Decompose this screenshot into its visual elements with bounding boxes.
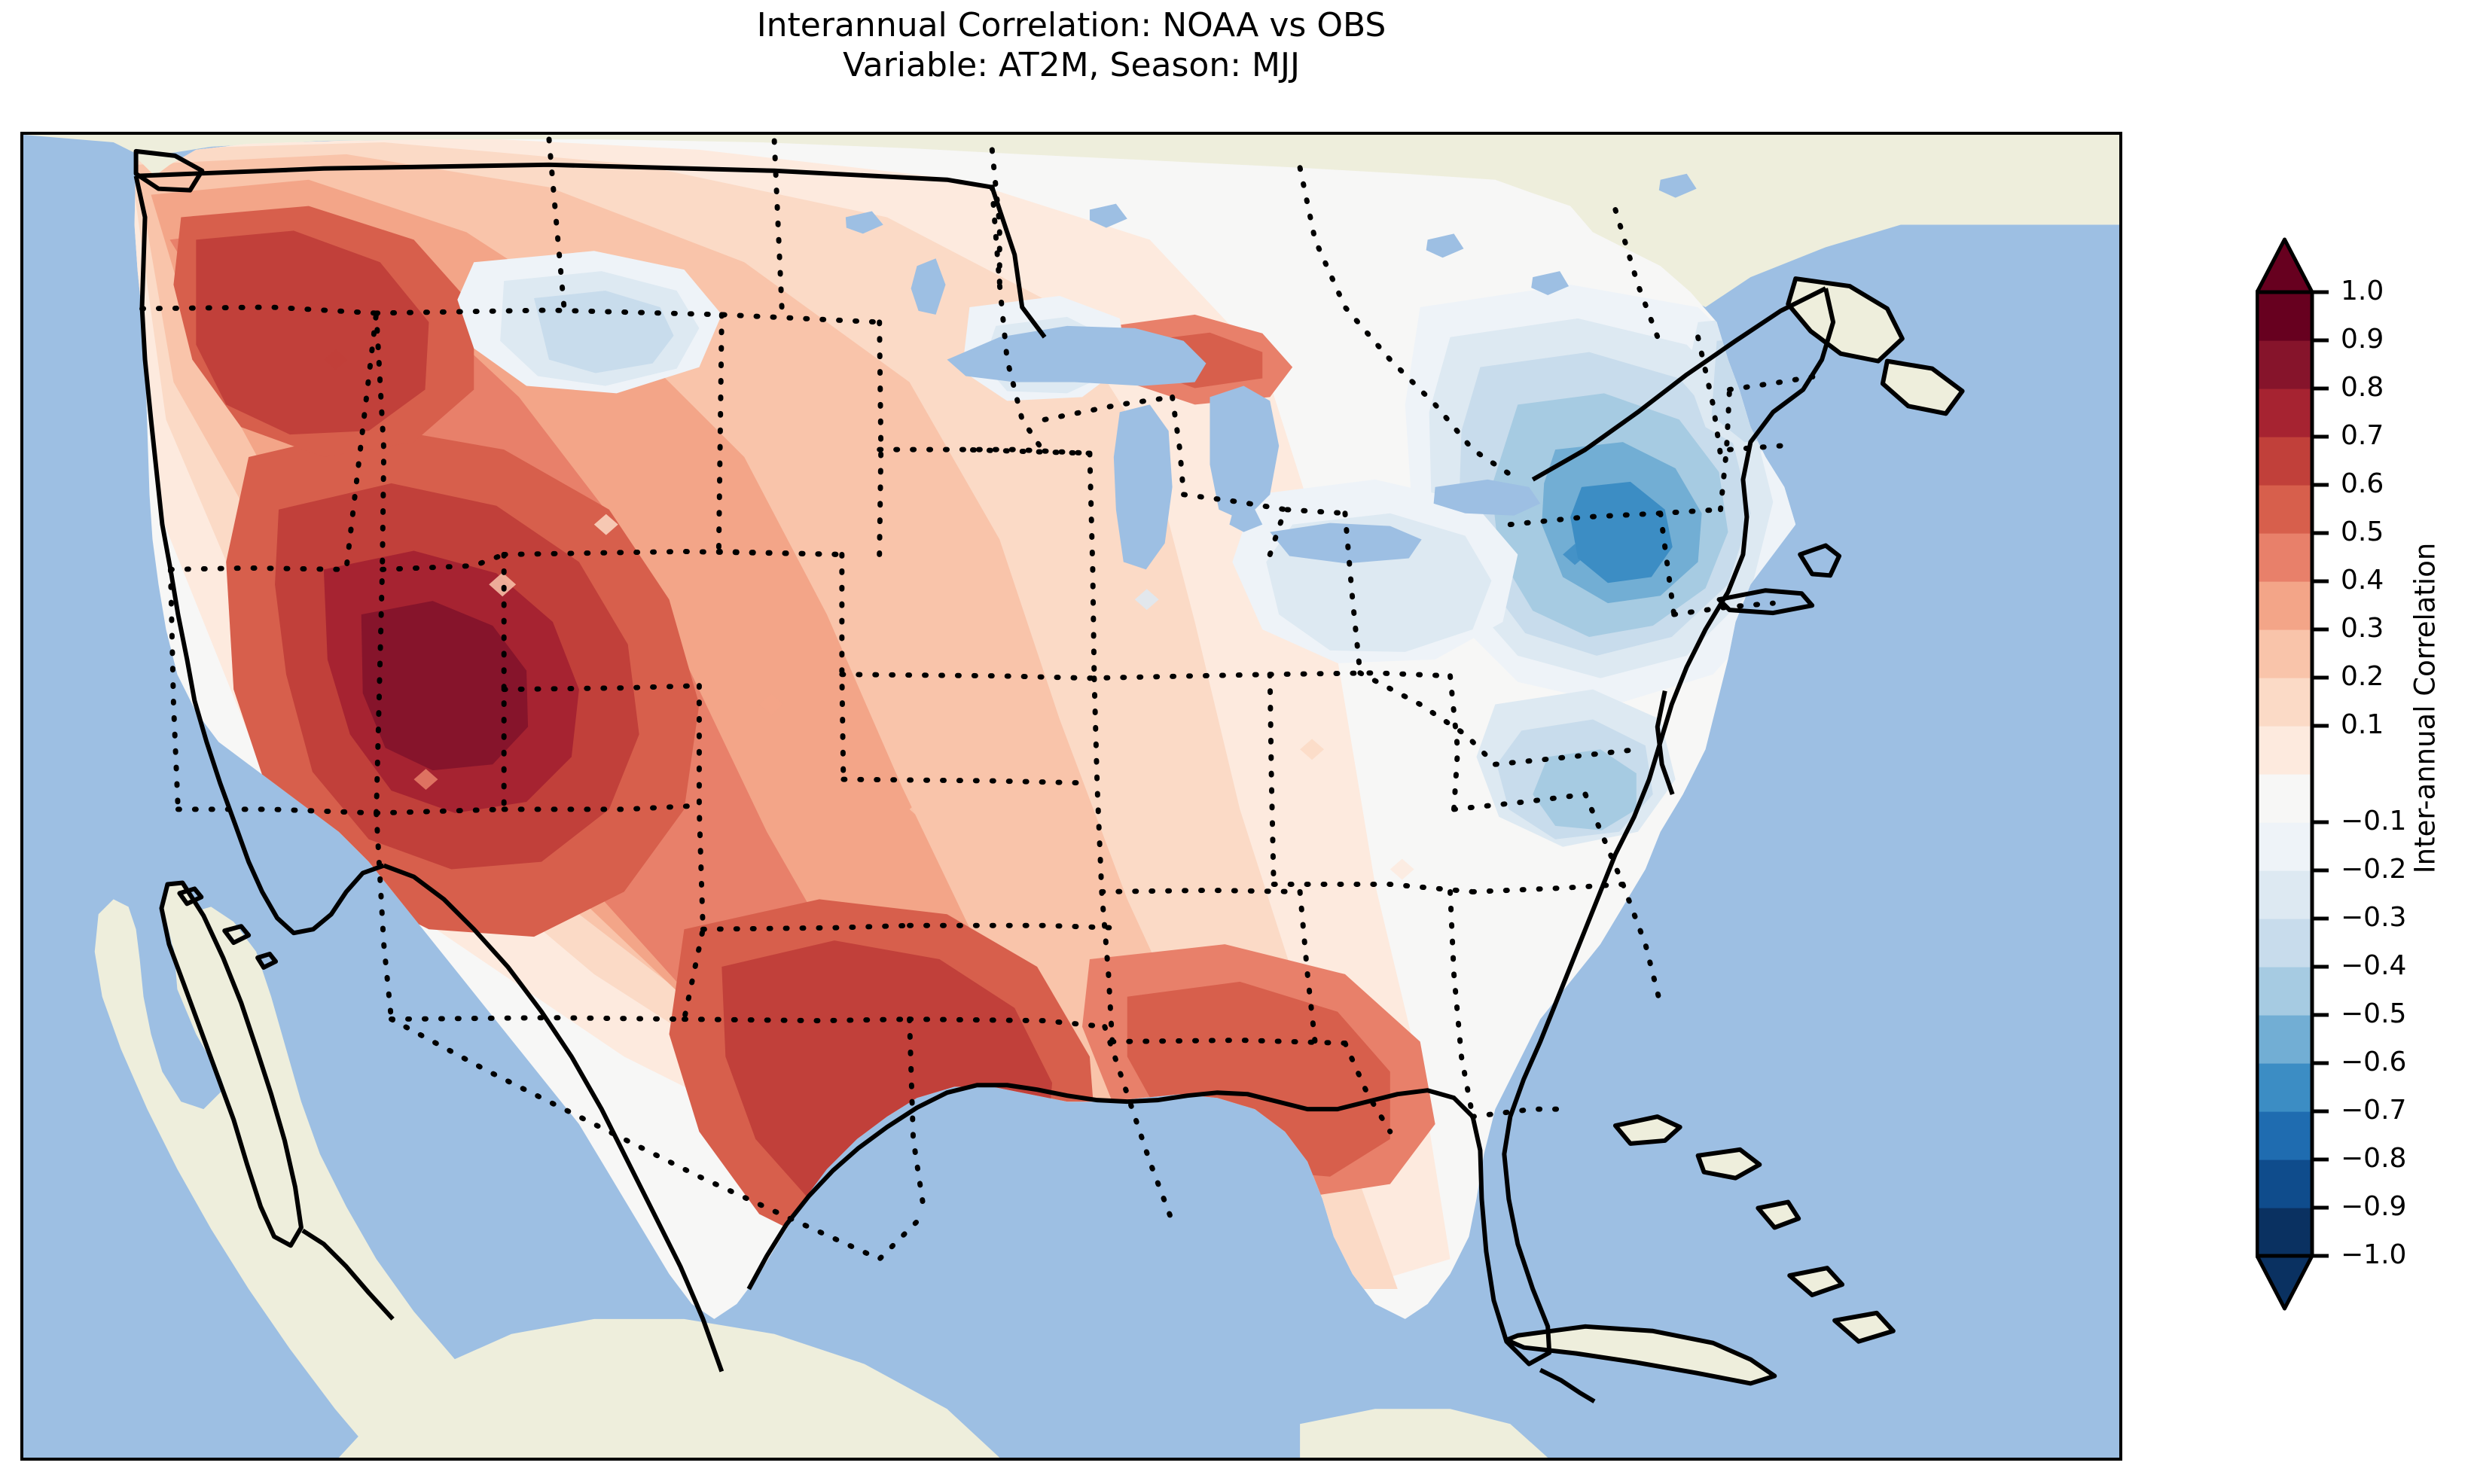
colorbar-band [2257, 1159, 2312, 1208]
colorbar-tick-label: −0.2 [2341, 854, 2406, 885]
colorbar-tick-label: −0.3 [2341, 902, 2406, 933]
colorbar-tick-label: 1.0 [2341, 276, 2384, 306]
colorbar-axis-label: Inter-annual Correlation [2402, 422, 2448, 994]
colorbar-band [2257, 1111, 2312, 1160]
great-lakes-layer [845, 173, 1697, 570]
colorbar-axis-label-text: Inter-annual Correlation [2408, 542, 2442, 873]
colorbar-tick-label: −0.8 [2341, 1143, 2406, 1174]
colorbar-band [2257, 1063, 2312, 1112]
colorbar-extend-min [2256, 1254, 2314, 1311]
colorbar-band [2257, 533, 2312, 582]
colorbar-tick-label: 0.7 [2341, 420, 2384, 451]
colorbar-tick-label: 0.2 [2341, 661, 2384, 692]
colorbar-tick-label: 0.1 [2341, 709, 2384, 740]
colorbar-tick-label: 0.3 [2341, 613, 2384, 644]
colorbar-tick-label: −0.9 [2341, 1191, 2406, 1222]
colorbar-band [2257, 485, 2312, 534]
colorbar-band [2257, 292, 2312, 341]
colorbar-tick-label: 0.9 [2341, 324, 2384, 355]
colorbar-band [2257, 822, 2312, 871]
colorbar-band [2257, 437, 2312, 486]
map-panel [20, 132, 2122, 1461]
colorbar-outline [2256, 290, 2314, 1258]
colorbar-band [2257, 774, 2312, 823]
colorbar-band [2257, 678, 2312, 727]
colorbar-tick-label: 0.8 [2341, 372, 2384, 403]
colorbar-tick-label: 0.6 [2341, 468, 2384, 499]
coastline-layer [133, 148, 1965, 1403]
colorbar-tick-label: −0.6 [2341, 1047, 2406, 1077]
colorbar-band [2257, 629, 2312, 678]
colorbar-band [2257, 967, 2312, 1016]
figure-title: Interannual Correlation: NOAA vs OBS Var… [0, 6, 2143, 86]
title-line-2: Variable: AT2M, Season: MJJ [843, 45, 1300, 84]
colorbar-band [2257, 389, 2312, 437]
colorbar-tick-label: −0.7 [2341, 1095, 2406, 1126]
colorbar: 1.0 0.9 0.8 0.7 0.6 0.5 0.4 0.3 0.2 0.1 −0.1 −0.2 −0… [2256, 226, 2474, 1340]
correlation-map [23, 135, 2119, 1458]
colorbar-extend-max [2256, 237, 2314, 294]
colorbar-svg: 1.0 0.9 0.8 0.7 0.6 0.5 0.4 0.3 0.2 0.1 −0.1 −0.2 −0… [2256, 237, 2406, 1311]
colorbar-tick-label: −0.5 [2341, 998, 2406, 1029]
state-boundaries-layer [139, 136, 1829, 1263]
colorbar-tick-label: −0.4 [2341, 950, 2406, 981]
colorbar-band [2257, 581, 2312, 630]
colorbar-band [2257, 340, 2312, 389]
colorbar-tick-label: 0.5 [2341, 517, 2384, 547]
colorbar-tick-label: 0.4 [2341, 565, 2384, 596]
colorbar-tick-label: −0.1 [2341, 806, 2406, 836]
colorbar-band [2257, 919, 2312, 967]
colorbar-band [2257, 1208, 2312, 1257]
colorbar-tick-label: −1.0 [2341, 1239, 2406, 1270]
colorbar-band [2257, 870, 2312, 919]
colorbar-band [2257, 1015, 2312, 1064]
title-line-1: Interannual Correlation: NOAA vs OBS [756, 6, 1386, 44]
colorbar-band [2257, 726, 2312, 775]
